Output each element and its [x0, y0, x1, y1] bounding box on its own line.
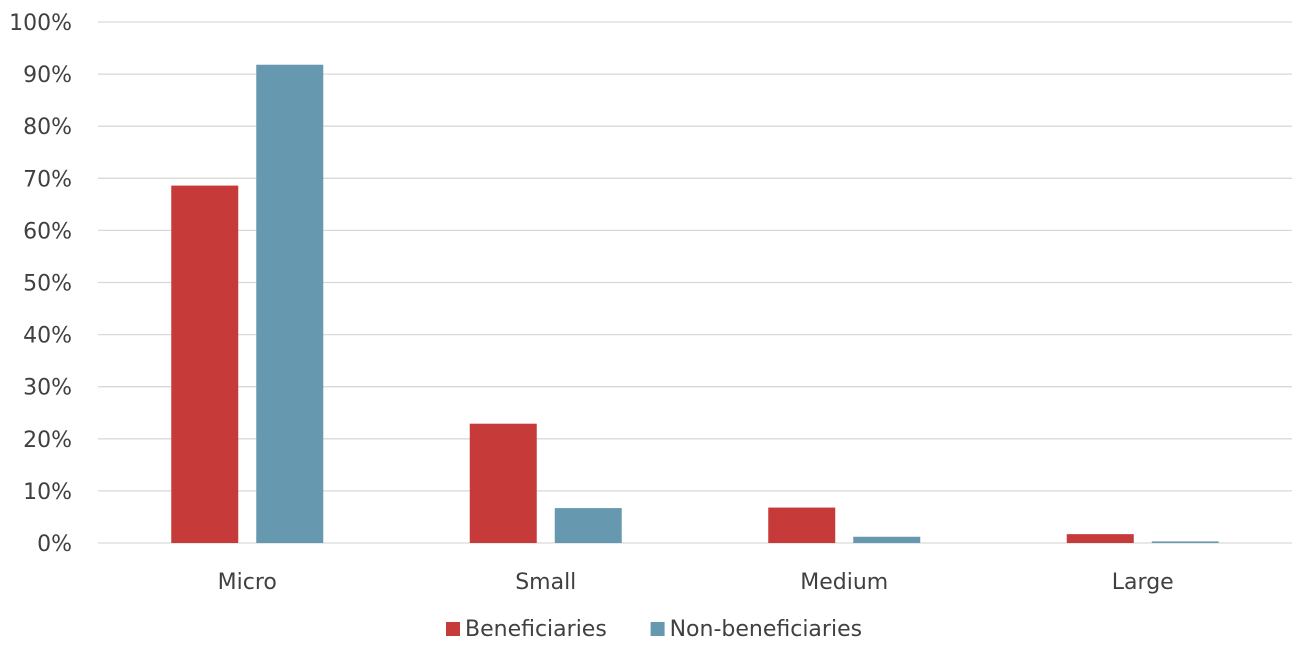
x-tick-label: Micro [218, 570, 277, 595]
legend-label: Beneficiaries [465, 617, 607, 642]
bar-non-beneficiaries-micro [256, 64, 324, 544]
y-tick-label: 50% [23, 272, 72, 297]
bar-non-beneficiaries-small [554, 508, 622, 543]
x-tick-label: Medium [800, 570, 888, 595]
legend-swatch [446, 622, 460, 636]
y-tick-label: 0% [37, 532, 72, 557]
y-axis: 0% 10% 20% 30% 40% 50% 60% 70% 80% 90% 100% [9, 11, 72, 557]
bars [171, 64, 1219, 544]
y-tick-label: 20% [23, 428, 72, 453]
x-axis: Micro Small Medium Large [218, 570, 1174, 595]
bar-beneficiaries-micro [171, 185, 239, 543]
y-tick-label: 90% [23, 63, 72, 88]
bar-non-beneficiaries-medium [853, 536, 921, 543]
legend-item-beneficiaries: Beneficiaries [446, 617, 607, 642]
y-tick-label: 100% [9, 11, 72, 36]
y-tick-label: 70% [23, 167, 72, 192]
bar-non-beneficiaries-large [1151, 541, 1219, 543]
bar-beneficiaries-small [469, 423, 537, 543]
bar-beneficiaries-large [1066, 534, 1134, 543]
y-tick-label: 40% [23, 324, 72, 349]
y-tick-label: 60% [23, 219, 72, 244]
y-tick-label: 10% [23, 480, 72, 505]
bar-beneficiaries-medium [768, 507, 836, 543]
y-tick-label: 80% [23, 115, 72, 140]
legend: Beneficiaries Non-beneficiaries [446, 617, 862, 642]
x-tick-label: Large [1112, 570, 1174, 595]
x-tick-label: Small [515, 570, 576, 595]
legend-item-non-beneficiaries: Non-beneficiaries [650, 617, 862, 642]
legend-label: Non-beneficiaries [670, 617, 862, 642]
legend-swatch [650, 622, 665, 636]
y-tick-label: 30% [23, 376, 72, 401]
